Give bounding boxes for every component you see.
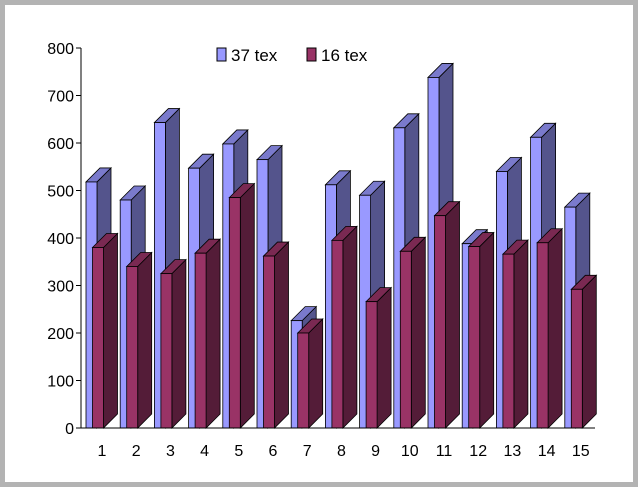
legend-swatch <box>216 47 227 62</box>
legend-label: 16 tex <box>321 46 368 65</box>
y-tick-label: 800 <box>47 41 74 58</box>
bar-b-side <box>308 318 324 429</box>
x-tick-label: 1 <box>98 443 107 460</box>
bar-b-side <box>171 258 187 429</box>
bar-b-side <box>513 239 529 429</box>
bar-b-front <box>263 255 275 429</box>
bar-b-front <box>228 197 241 429</box>
bar-b-side <box>479 231 495 429</box>
bar-b-front <box>92 247 104 429</box>
y-tick-label: 0 <box>65 421 74 438</box>
bar-b-front <box>126 266 139 429</box>
bar-b-front <box>434 215 446 429</box>
x-tick-label: 15 <box>572 443 590 460</box>
bar-b-side <box>410 236 426 429</box>
x-tick-label: 2 <box>132 443 141 460</box>
x-tick-label: 13 <box>504 443 522 460</box>
bar-b-front <box>399 250 412 429</box>
bar-b-front <box>468 246 481 429</box>
x-tick-label: 10 <box>401 443 419 460</box>
x-tick-label: 9 <box>371 443 380 460</box>
legend-swatch <box>306 47 317 62</box>
bar-b-side <box>137 251 153 429</box>
bar-b-side <box>103 232 118 429</box>
x-tick-label: 8 <box>337 443 346 460</box>
bar-b-front <box>502 253 515 429</box>
y-tick-label: 600 <box>47 136 74 153</box>
legend-label: 37 tex <box>231 46 278 65</box>
x-tick-label: 7 <box>303 443 312 460</box>
x-tick-label: 12 <box>469 443 487 460</box>
x-tick-label: 5 <box>234 443 243 460</box>
y-tick-label: 200 <box>47 326 74 343</box>
x-tick-label: 3 <box>166 443 175 460</box>
bar-b-side <box>547 227 563 429</box>
bar-b-front <box>536 242 549 429</box>
bar-b-side <box>581 274 597 429</box>
bar-b-front <box>331 239 344 429</box>
y-tick-label: 500 <box>47 184 74 201</box>
x-tick-label: 11 <box>436 443 453 460</box>
bar-b-front <box>160 273 173 429</box>
bar-b-front <box>570 288 583 429</box>
y-tick-label: 100 <box>47 374 74 391</box>
bar-b-side <box>342 225 358 429</box>
bar-b-side <box>445 200 460 429</box>
bar-b-front <box>297 332 310 429</box>
x-tick-label: 14 <box>538 443 556 460</box>
bar-b-front <box>365 301 378 429</box>
y-tick-label: 300 <box>47 279 74 296</box>
y-tick-label: 700 <box>47 89 74 106</box>
y-tick-label: 400 <box>47 231 74 248</box>
bar-b-side <box>239 182 255 429</box>
bar-b-front <box>194 252 207 429</box>
bar-b-side <box>205 238 221 429</box>
x-tick-label: 4 <box>200 443 209 460</box>
bar-b-side <box>274 241 289 429</box>
x-tick-label: 6 <box>269 443 278 460</box>
bar-b-side <box>376 286 392 429</box>
